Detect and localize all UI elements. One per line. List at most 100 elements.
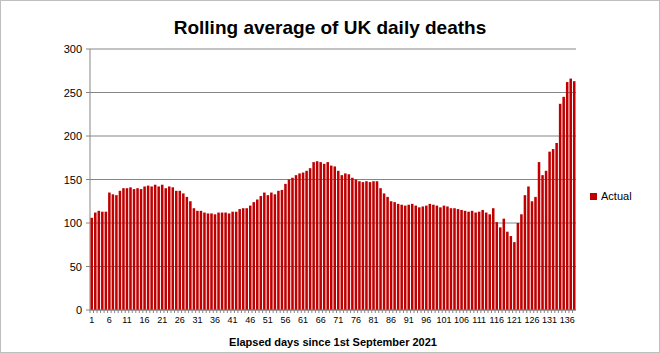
bar — [503, 219, 506, 310]
x-tick — [512, 310, 513, 313]
x-tick — [431, 310, 432, 313]
x-tick — [125, 310, 126, 313]
x-tick — [442, 310, 443, 313]
x-tick — [107, 310, 108, 313]
x-tick — [308, 310, 309, 313]
x-tick — [128, 310, 129, 313]
bar — [520, 214, 523, 310]
bar — [351, 178, 354, 310]
x-tick-label: 121 — [507, 315, 522, 325]
x-tick — [526, 310, 527, 313]
bar — [274, 194, 277, 310]
bar — [404, 206, 407, 310]
x-tick — [561, 310, 562, 313]
x-tick — [565, 310, 566, 313]
y-tick — [86, 310, 90, 311]
bar — [376, 181, 379, 310]
grid-line — [90, 49, 576, 50]
x-tick — [273, 310, 274, 313]
x-tick — [93, 310, 94, 313]
bar — [337, 171, 340, 310]
bar — [510, 236, 513, 310]
x-tick — [340, 310, 341, 313]
x-tick — [185, 310, 186, 313]
y-tick — [86, 179, 90, 180]
bar — [326, 162, 329, 310]
bar — [566, 82, 569, 310]
x-tick — [244, 310, 245, 313]
x-tick — [216, 310, 217, 313]
bar — [224, 213, 227, 310]
x-tick — [428, 310, 429, 313]
bar — [464, 211, 467, 310]
bar — [112, 194, 115, 310]
bar — [207, 213, 210, 310]
x-tick — [121, 310, 122, 313]
bar — [393, 202, 396, 310]
bar — [157, 186, 160, 310]
x-tick — [424, 310, 425, 313]
x-tick — [223, 310, 224, 313]
x-tick-label: 11 — [122, 315, 131, 325]
bar — [98, 211, 101, 310]
x-tick — [237, 310, 238, 313]
bar — [122, 188, 125, 310]
bar — [281, 190, 284, 310]
x-tick-label: 131 — [542, 315, 557, 325]
x-tick — [315, 310, 316, 313]
x-tick-label: 66 — [316, 315, 326, 325]
bar — [365, 181, 368, 310]
bar — [179, 191, 182, 310]
bar — [302, 173, 305, 310]
x-tick-label: 101 — [436, 315, 451, 325]
y-tick-label: 0 — [76, 304, 82, 316]
bar — [513, 242, 516, 310]
bar — [492, 208, 495, 310]
x-tick — [558, 310, 559, 313]
bar — [214, 214, 217, 310]
x-tick — [554, 310, 555, 313]
x-tick — [259, 310, 260, 313]
legend-swatch — [590, 193, 597, 200]
bar — [288, 180, 291, 311]
x-tick-label: 31 — [192, 315, 202, 325]
bar — [126, 188, 129, 310]
grid-line — [90, 179, 576, 180]
bar — [94, 213, 97, 310]
x-tick — [537, 310, 538, 313]
x-tick — [544, 310, 545, 313]
x-tick — [533, 310, 534, 313]
bar — [256, 200, 259, 310]
bar — [499, 227, 502, 310]
bar — [129, 187, 132, 310]
bar — [460, 210, 463, 310]
x-tick — [178, 310, 179, 313]
x-tick — [209, 310, 210, 313]
bar — [231, 212, 234, 310]
x-tick — [311, 310, 312, 313]
bar — [545, 171, 548, 310]
bar — [249, 206, 252, 310]
bar — [267, 195, 270, 310]
bar — [390, 201, 393, 310]
bar — [450, 208, 453, 310]
bar — [291, 178, 294, 310]
bar — [418, 207, 421, 310]
x-tick — [357, 310, 358, 313]
x-tick — [301, 310, 302, 313]
bar — [252, 202, 255, 310]
bar — [467, 212, 470, 310]
bar — [133, 189, 136, 310]
bar — [203, 213, 206, 310]
bar — [534, 197, 537, 310]
x-tick — [294, 310, 295, 313]
y-tick — [86, 266, 90, 267]
bar — [439, 207, 442, 310]
bar — [506, 232, 509, 310]
x-tick — [364, 310, 365, 313]
bar — [425, 206, 428, 310]
x-tick — [188, 310, 189, 313]
x-tick — [241, 310, 242, 313]
bar — [429, 204, 432, 310]
x-tick — [171, 310, 172, 313]
